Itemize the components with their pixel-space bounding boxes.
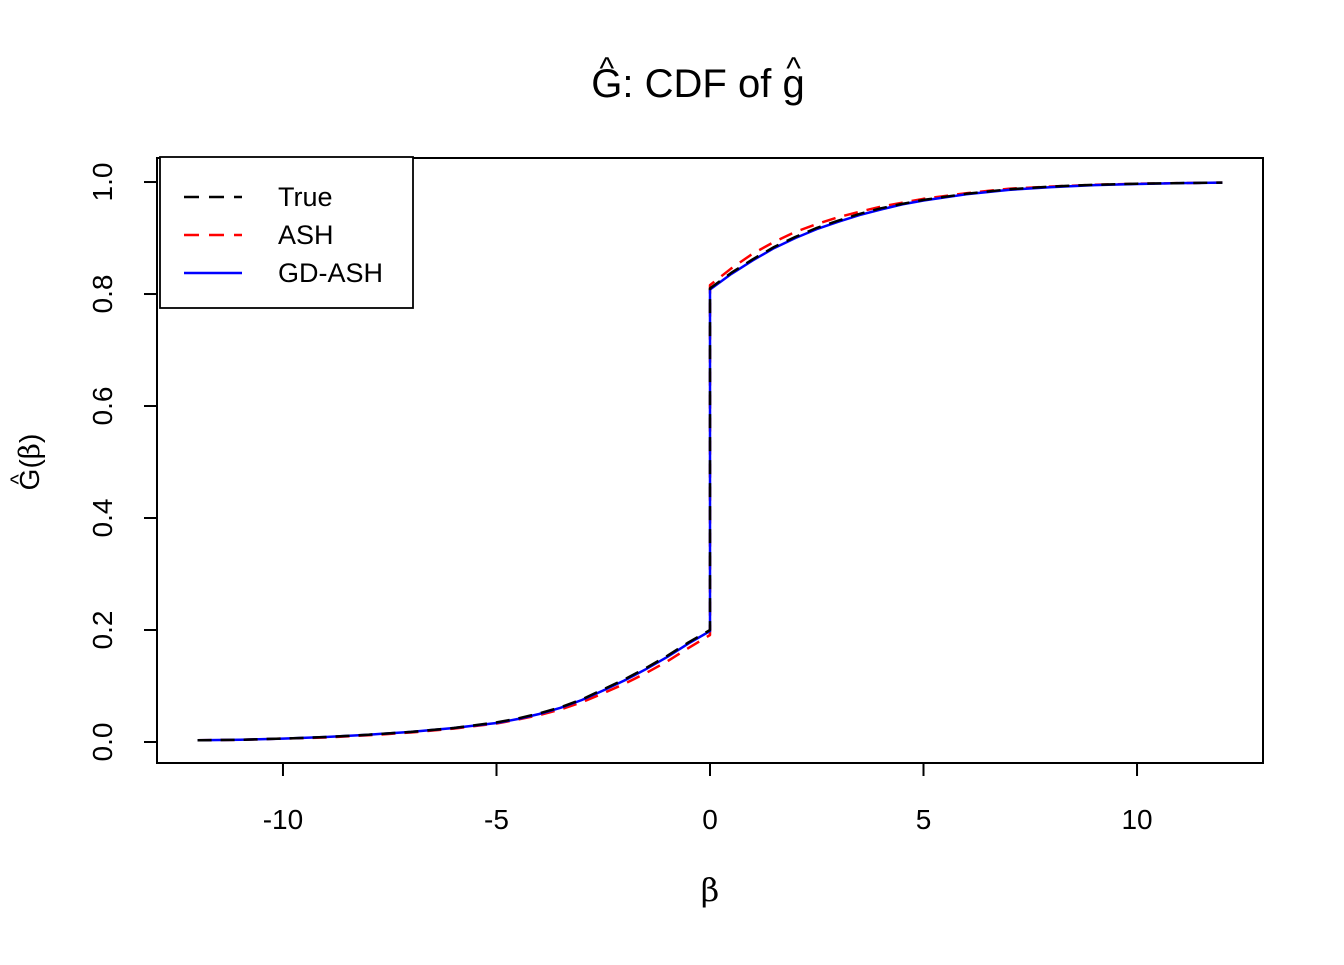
x-tick-label: 10	[1121, 804, 1152, 835]
x-axis-label-text: β	[700, 871, 720, 909]
ylabel-text-1: (	[14, 459, 45, 469]
title-text-2: g	[782, 62, 805, 106]
hat-accent: ^	[6, 474, 32, 485]
x-axis-label: β	[701, 874, 720, 906]
y-axis-label: ^ G(β)	[6, 433, 46, 491]
x-tick-label: -5	[484, 804, 509, 835]
y-tick-label: 0.8	[87, 275, 118, 314]
title-hatted-0: ^ G	[591, 53, 623, 106]
ylabel-text-2: β	[13, 443, 46, 460]
hat-accent: ^	[599, 50, 615, 86]
y-tick-label: 1.0	[87, 163, 118, 202]
x-tick-label: -10	[263, 804, 303, 835]
y-tick-label: 0.4	[87, 499, 118, 538]
legend-box	[159, 156, 414, 309]
legend-label-ash: ASH	[278, 220, 334, 250]
y-tick-label: 0.0	[87, 723, 118, 762]
y-tick-label: 0.2	[87, 611, 118, 650]
legend-label-gd-ash: GD-ASH	[278, 258, 383, 288]
legend-label-true: True	[278, 182, 333, 212]
title-text-0: G	[591, 62, 623, 106]
hat-accent: ^	[786, 50, 801, 86]
x-tick-label: 0	[702, 804, 718, 835]
y-tick-label: 0.6	[87, 387, 118, 426]
ylabel-text-3: )	[14, 433, 45, 444]
x-tick-label: 5	[916, 804, 932, 835]
chart-title: ^ G: CDF of ^ g	[0, 53, 1344, 106]
title-text-1: : CDF of	[622, 62, 783, 106]
title-hatted-2: ^ g	[782, 53, 805, 106]
series-true-curve	[197, 181, 1223, 742]
ylabel-hatted-0: ^ G	[6, 469, 45, 491]
